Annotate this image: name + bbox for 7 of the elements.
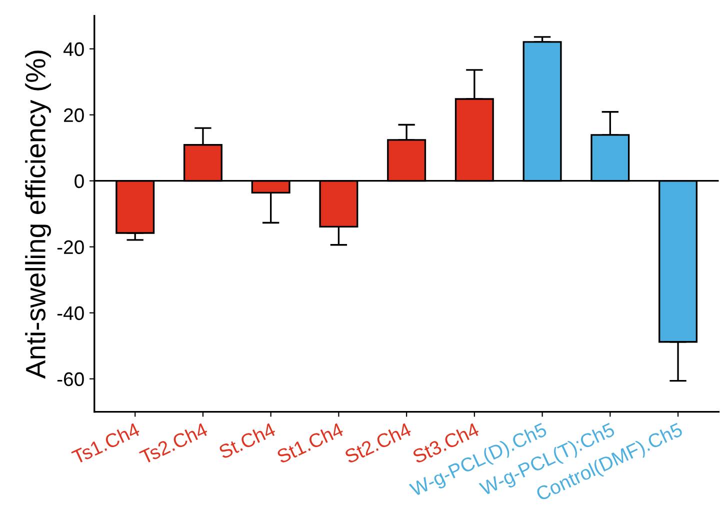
y-tick-label: 40 xyxy=(63,42,84,56)
y-tick-label: -40 xyxy=(57,306,84,320)
y-tick-label: 0 xyxy=(74,174,84,188)
y-tick-label: -20 xyxy=(57,240,84,254)
y-tick-label: -60 xyxy=(57,372,84,386)
y-tick-label: 20 xyxy=(64,108,84,122)
y-axis-title: Anti-swelling efficiency (%) xyxy=(25,50,51,379)
